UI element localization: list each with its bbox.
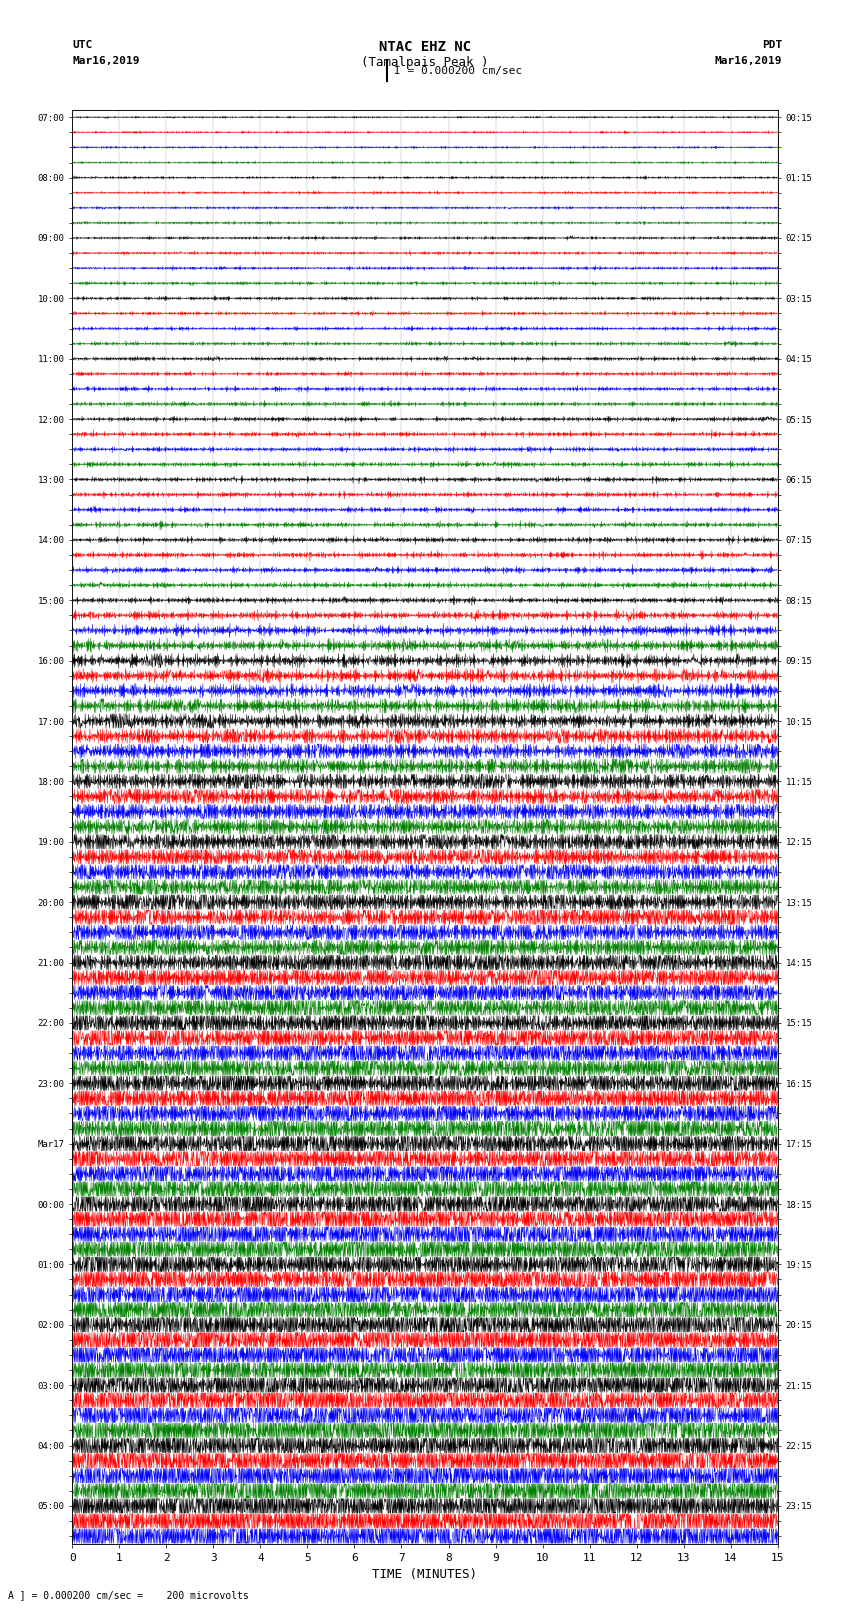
Text: NTAC EHZ NC: NTAC EHZ NC [379,40,471,55]
Text: PDT: PDT [762,40,782,50]
Text: Mar16,2019: Mar16,2019 [715,56,782,66]
Text: (Tamalpais Peak ): (Tamalpais Peak ) [361,56,489,69]
X-axis label: TIME (MINUTES): TIME (MINUTES) [372,1568,478,1581]
Text: Mar16,2019: Mar16,2019 [72,56,139,66]
Text: UTC: UTC [72,40,93,50]
Text: A ] = 0.000200 cm/sec =    200 microvolts: A ] = 0.000200 cm/sec = 200 microvolts [8,1590,249,1600]
Text: I = 0.000200 cm/sec: I = 0.000200 cm/sec [394,66,522,76]
